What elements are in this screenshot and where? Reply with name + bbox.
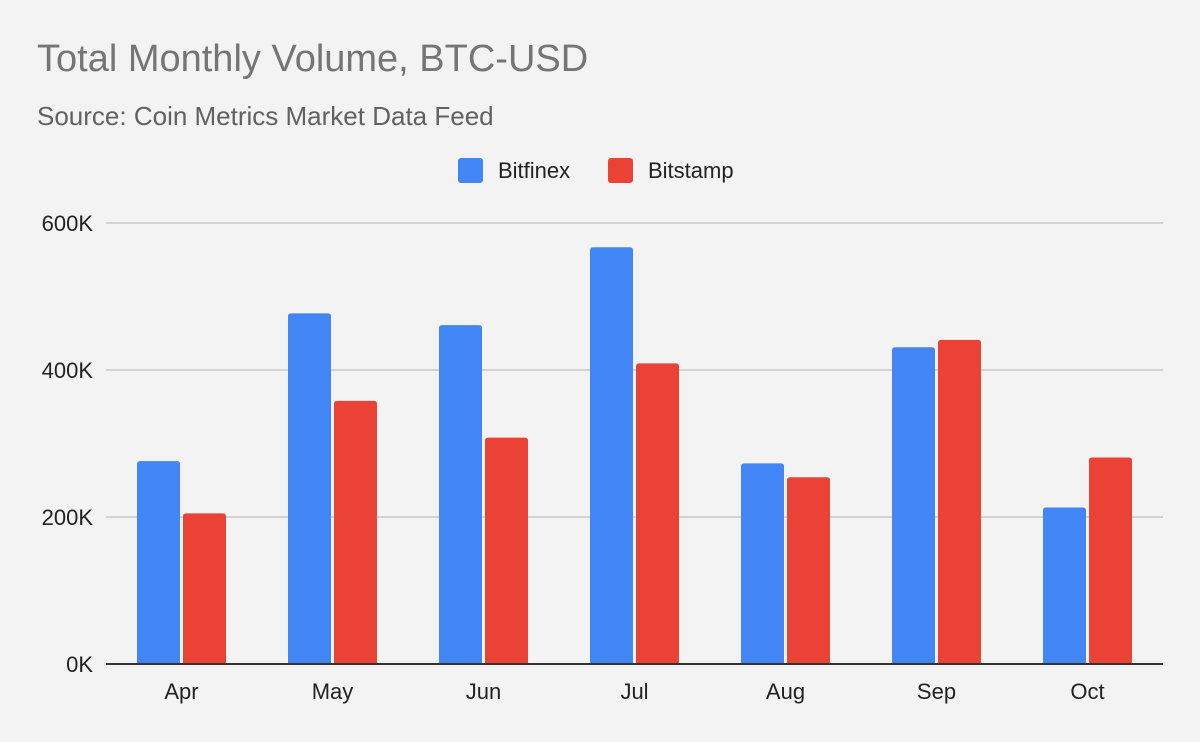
bar-bitstamp-jun	[485, 437, 528, 664]
x-tick-label: Jun	[466, 679, 501, 704]
y-tick-label: 0K	[66, 652, 93, 677]
legend-swatch-bitfinex	[458, 158, 483, 183]
x-tick-label: Aug	[766, 679, 805, 704]
bar-bitstamp-apr	[183, 513, 226, 664]
chart-subtitle: Source: Coin Metrics Market Data Feed	[37, 101, 494, 131]
legend-swatch-bitstamp	[608, 158, 633, 183]
x-tick-label: Apr	[164, 679, 198, 704]
bar-bitfinex-apr	[137, 461, 180, 664]
y-tick-label: 400K	[42, 358, 94, 383]
chart-title: Total Monthly Volume, BTC-USD	[37, 38, 589, 80]
x-tick-label: Jul	[620, 679, 648, 704]
x-tick-label: Sep	[917, 679, 956, 704]
bar-bitfinex-jun	[439, 325, 482, 664]
bar-bitstamp-may	[334, 400, 377, 664]
legend-label-bitfinex: Bitfinex	[498, 158, 570, 183]
bars	[137, 247, 1132, 664]
y-axis-ticks: 0K 200K 400K 600K	[42, 211, 94, 677]
legend: Bitfinex Bitstamp	[458, 158, 734, 183]
legend-label-bitstamp: Bitstamp	[648, 158, 734, 183]
y-tick-label: 200K	[42, 505, 94, 530]
bar-bitstamp-jul	[636, 363, 679, 664]
x-axis-labels: Apr May Jun Jul Aug Sep Oct	[164, 679, 1104, 704]
bar-bitfinex-sep	[892, 347, 935, 664]
bar-bitstamp-sep	[938, 339, 981, 664]
y-tick-label: 600K	[42, 211, 94, 236]
bar-bitstamp-aug	[787, 477, 830, 664]
x-tick-label: May	[312, 679, 354, 704]
x-tick-label: Oct	[1070, 679, 1104, 704]
bar-bitfinex-oct	[1043, 507, 1086, 664]
bar-bitfinex-aug	[741, 463, 784, 664]
gridlines	[106, 222, 1163, 518]
bar-bitfinex-jul	[590, 247, 633, 664]
bar-bitfinex-may	[288, 313, 331, 664]
bar-bitstamp-oct	[1089, 457, 1132, 664]
